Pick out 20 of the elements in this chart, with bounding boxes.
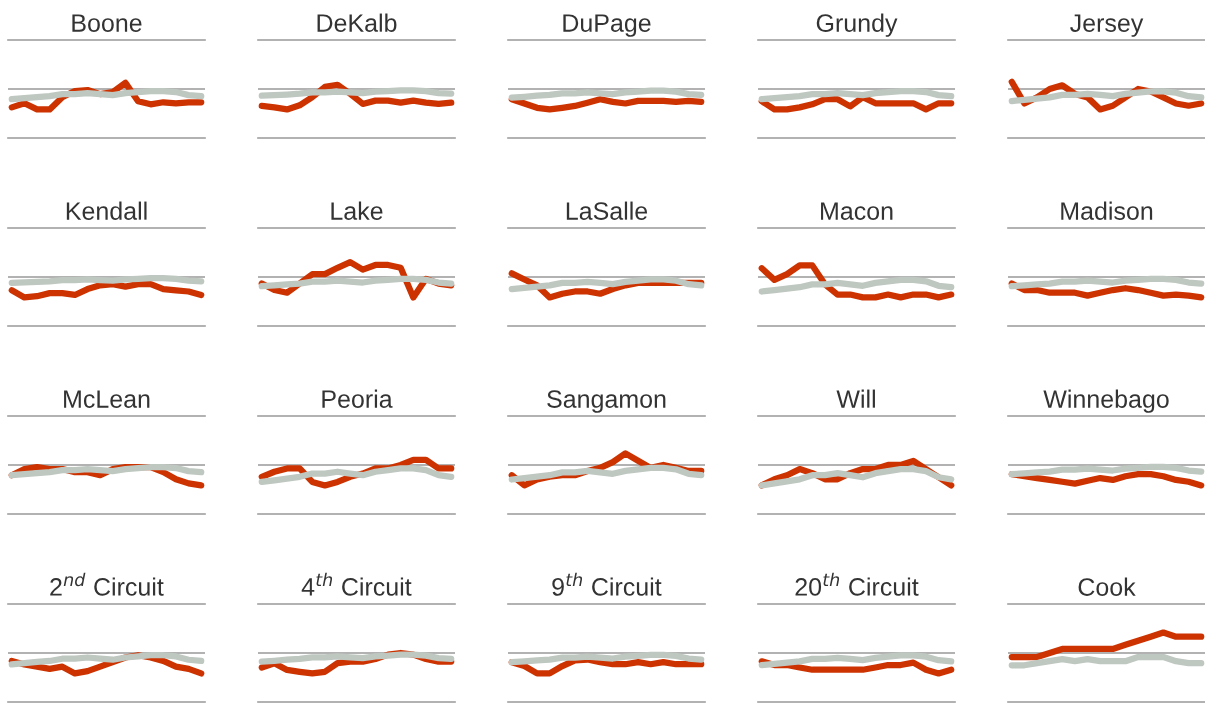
chart-title: Sangamon <box>547 390 666 413</box>
chart-title: 4$^{th}$ Circuit <box>301 572 412 596</box>
chart-title: Boone <box>72 14 142 32</box>
chart-title: Macon <box>821 202 893 220</box>
chart-title: Will <box>836 389 875 408</box>
chart-title: DuPage <box>563 14 651 37</box>
chart-title: 2$^{nd}$ Circuit <box>50 572 164 596</box>
chart-title: LaSalle <box>566 201 648 220</box>
chart-title: 20$^{th}$ Circuit <box>795 572 919 596</box>
chart-title: Cook <box>1078 577 1136 596</box>
chart-title: Lake <box>331 201 383 220</box>
chart-title: Jersey <box>1070 14 1144 37</box>
chart-title: Madison <box>1061 201 1153 220</box>
chart-title: McLean <box>64 390 150 408</box>
chart-title: Peoria <box>322 389 393 408</box>
chart-title: Kendall <box>66 201 147 220</box>
chart-title: Grundy <box>816 13 898 37</box>
chart-title: DeKalb <box>317 13 397 32</box>
chart-title: 9$^{th}$ Circuit <box>552 572 662 596</box>
chart-title: Winnebago <box>1043 389 1169 413</box>
